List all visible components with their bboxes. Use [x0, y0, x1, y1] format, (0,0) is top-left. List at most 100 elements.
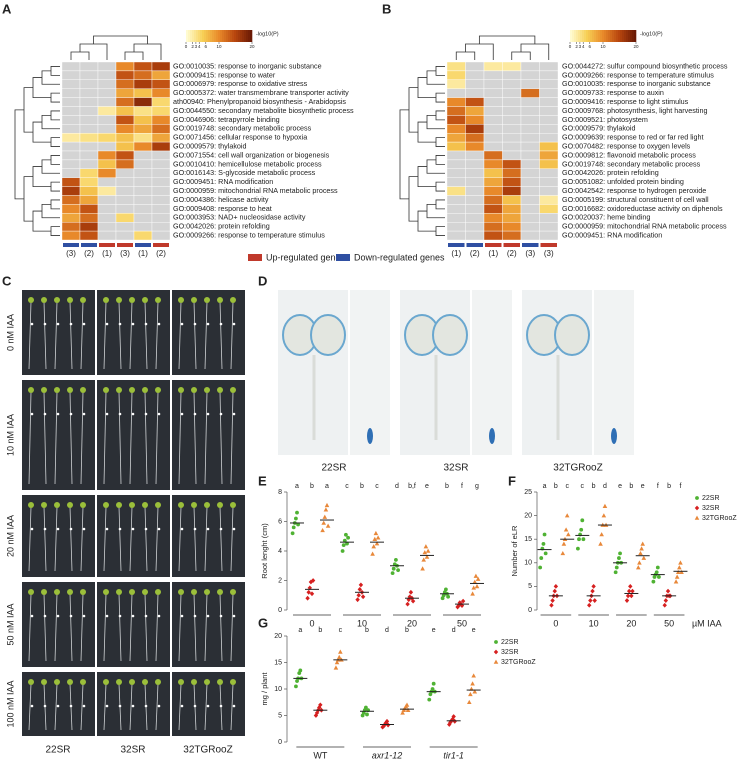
root — [28, 506, 32, 572]
significance-letter: b — [667, 483, 671, 490]
leaf — [80, 297, 86, 303]
heat-cell — [79, 195, 99, 205]
scale-step — [610, 30, 613, 42]
leaf — [191, 297, 197, 303]
legend-label: 22SR — [501, 639, 519, 646]
point — [431, 681, 436, 686]
heat-cell — [61, 177, 81, 187]
y-tick-label: 15 — [274, 659, 282, 666]
leaf — [54, 589, 60, 595]
term-label: GO:0009451: RNA modification — [173, 177, 273, 186]
term-label: GO:0071554: cell wall organization or bi… — [173, 150, 330, 159]
dendrogram — [23, 176, 33, 222]
scale-step — [584, 30, 587, 42]
heat-cell — [502, 230, 522, 241]
marker-dot — [144, 322, 148, 326]
root — [193, 593, 197, 662]
heat-cell — [502, 177, 522, 187]
marker-dot — [219, 527, 223, 531]
empty-cell — [465, 195, 485, 205]
column-bar — [81, 243, 97, 247]
heat-cell — [502, 221, 522, 232]
heat-cell — [115, 70, 135, 81]
marker-dot — [180, 527, 184, 531]
point — [576, 546, 580, 551]
marker-dot — [157, 614, 161, 618]
significance-letter: b — [318, 627, 322, 634]
point — [405, 601, 410, 607]
point — [452, 718, 457, 724]
marker-dot — [82, 322, 86, 326]
root — [144, 506, 148, 572]
y-tick-label: 2 — [278, 577, 282, 584]
panel-label: G — [258, 615, 268, 630]
root — [178, 683, 182, 731]
scale-step — [582, 30, 585, 42]
point — [581, 537, 586, 542]
leaf — [155, 589, 161, 595]
point — [470, 591, 475, 596]
heat-cell — [502, 159, 522, 169]
dendrogram — [50, 199, 60, 210]
leaf — [41, 502, 47, 508]
point — [370, 551, 375, 556]
heat-cell — [115, 132, 135, 143]
leaf — [155, 679, 161, 685]
leaf — [217, 297, 223, 303]
heat-cell — [115, 61, 135, 72]
heat-cell — [483, 159, 503, 169]
row-label: 50 nM IAA — [5, 603, 15, 645]
heat-cell — [115, 150, 135, 161]
point — [425, 548, 431, 553]
root — [129, 506, 133, 572]
scale-step — [608, 30, 611, 42]
root — [28, 391, 32, 485]
point — [294, 684, 298, 689]
scale-step — [574, 30, 577, 42]
scale-step — [244, 30, 247, 42]
marker-dot — [105, 614, 109, 618]
empty-cell — [79, 150, 99, 161]
scale-step — [606, 30, 609, 42]
leaf — [204, 589, 210, 595]
empty-cell — [465, 221, 485, 232]
root — [155, 506, 159, 572]
point — [441, 593, 446, 598]
heat-cell — [97, 186, 117, 196]
root — [129, 391, 133, 485]
point — [654, 570, 659, 575]
point — [340, 549, 345, 553]
scale-step — [616, 30, 619, 42]
dendrogram — [70, 51, 90, 60]
point — [602, 503, 608, 508]
term-label: GO:0004386: helicase activity — [173, 195, 269, 204]
point — [296, 522, 300, 527]
dendrogram — [435, 66, 445, 76]
panel-label: C — [2, 273, 12, 288]
heat-cell — [115, 159, 135, 169]
significance-letter: b — [554, 483, 558, 490]
term-label: GO:0009639: response to red or far red l… — [562, 133, 703, 142]
marker-dot — [56, 614, 60, 618]
leaf — [54, 502, 60, 508]
empty-cell — [539, 79, 559, 89]
leaf — [103, 589, 109, 595]
dendrogram — [435, 199, 445, 210]
scale-step — [238, 30, 241, 42]
scale-step — [220, 30, 223, 42]
marker-dot — [30, 704, 34, 708]
term-label: GO:0042026: protein refolding — [562, 168, 659, 177]
column-bar — [135, 243, 151, 247]
leaf — [129, 387, 135, 393]
column-bar — [153, 243, 169, 247]
empty-cell — [133, 195, 153, 205]
leaf — [67, 387, 73, 393]
empty-cell — [520, 115, 540, 125]
root — [80, 506, 84, 572]
point — [365, 712, 369, 717]
root — [129, 301, 133, 370]
marker-dot — [157, 704, 161, 708]
leaf — [178, 502, 184, 508]
root-tip — [611, 428, 617, 444]
empty-cell — [115, 168, 135, 178]
